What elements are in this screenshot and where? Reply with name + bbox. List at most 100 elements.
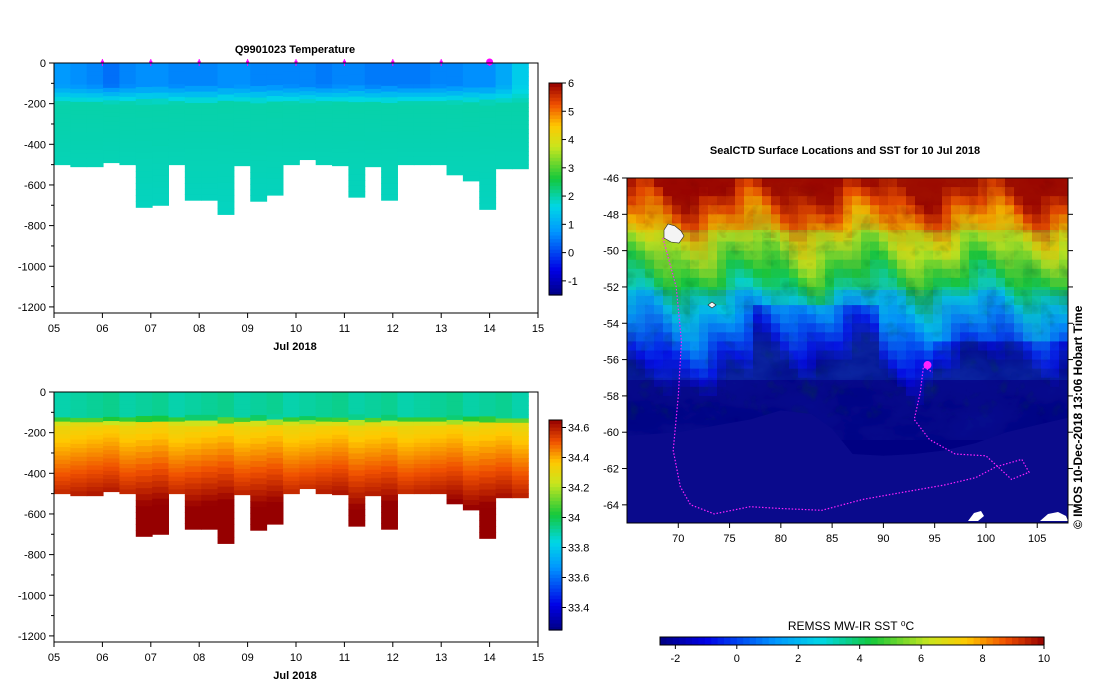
colorbar-tick-label: 34.2 xyxy=(568,483,589,495)
x-tick-label: 100 xyxy=(977,533,995,545)
salinity-cell xyxy=(397,459,415,465)
salinity-cell xyxy=(462,455,480,462)
temperature-cell xyxy=(332,71,349,77)
salinity-cell xyxy=(70,474,88,479)
temperature-cell xyxy=(201,74,219,81)
salinity-cell xyxy=(233,451,251,457)
temperature-cell xyxy=(103,63,120,68)
salinity-cell xyxy=(479,471,497,478)
salinity-cell xyxy=(184,517,202,524)
temperature-cell xyxy=(152,104,169,111)
salinity-cell xyxy=(511,431,529,437)
temperature-cell xyxy=(430,63,448,68)
salinity-cell xyxy=(397,392,415,397)
temperature-cell xyxy=(119,92,137,98)
salinity-cell xyxy=(479,452,497,460)
temperature-cell xyxy=(266,123,284,130)
temperature-cell xyxy=(54,71,71,77)
salinity-cell xyxy=(103,466,120,472)
salinity-cell xyxy=(152,492,169,500)
temperature-cell xyxy=(70,136,88,142)
temperature-cell xyxy=(413,75,431,81)
salinity-cell xyxy=(250,449,268,456)
salinity-cell xyxy=(413,463,431,469)
temperature-cell xyxy=(184,85,202,93)
salinity-cell xyxy=(381,420,398,427)
salinity-cell xyxy=(282,468,300,473)
temperature-cell xyxy=(119,71,137,77)
salinity-cell xyxy=(430,425,448,431)
temperature-cell xyxy=(413,71,431,77)
colorbar-segment xyxy=(549,462,562,467)
colorbar-segment xyxy=(756,637,763,645)
temperature-cell xyxy=(201,183,219,190)
salinity-cell xyxy=(103,404,120,410)
colorbar-segment xyxy=(896,637,904,645)
colorbar-segment xyxy=(549,196,562,201)
temperature-cell xyxy=(495,67,513,73)
temperature-cell xyxy=(119,84,137,89)
colorbar-segment xyxy=(549,493,562,498)
temperature-cell xyxy=(233,118,251,124)
salinity-cell xyxy=(332,490,349,496)
temperature-cell xyxy=(250,103,268,110)
salinity-cell xyxy=(201,454,219,462)
salinity-cell xyxy=(479,532,497,539)
temperature-cell xyxy=(348,152,366,159)
temperature-cell xyxy=(103,96,120,101)
sst-field xyxy=(627,178,1068,523)
salinity-cell xyxy=(430,408,448,414)
colorbar-segment xyxy=(549,153,562,158)
temperature-cell xyxy=(201,125,219,133)
salinity-cell xyxy=(479,465,497,472)
salinity-cell xyxy=(119,485,137,490)
salinity-cell xyxy=(168,425,186,431)
salinity-cell xyxy=(266,491,284,498)
salinity-cell xyxy=(119,392,137,397)
salinity-cell xyxy=(495,440,513,446)
salinity-cell xyxy=(348,419,366,427)
temperature-cell xyxy=(446,63,464,69)
temperature-cell xyxy=(511,85,529,90)
temperature-cell xyxy=(495,80,513,86)
salinity-cell xyxy=(119,442,137,448)
salinity-cell xyxy=(397,438,415,444)
temperature-cell xyxy=(332,139,349,145)
temperature-cell xyxy=(315,71,333,77)
temperature-cell xyxy=(135,183,153,190)
temperature-cell xyxy=(299,63,317,68)
temperature-cell xyxy=(315,67,333,72)
temperature-cell xyxy=(397,156,415,161)
temperature-cell xyxy=(282,134,300,140)
temperature-cell xyxy=(397,71,415,77)
temperature-cell xyxy=(332,97,349,102)
temperature-cell xyxy=(381,194,398,201)
salinity-cell xyxy=(495,488,513,494)
salinity-cell xyxy=(479,520,497,527)
salinity-cell xyxy=(397,404,415,410)
salinity-cell xyxy=(135,506,153,513)
temperature-cell xyxy=(446,67,464,73)
temperature-cell xyxy=(168,75,186,81)
colorbar-segment xyxy=(549,584,562,589)
temperature-cell xyxy=(266,189,284,196)
temperature-cell xyxy=(511,71,529,77)
salinity-cell xyxy=(184,397,202,404)
colorbar-segment xyxy=(549,224,562,229)
y-tick-label: -1200 xyxy=(18,631,46,643)
temperature-cell xyxy=(168,113,186,119)
kerguelen-island xyxy=(663,223,685,244)
salinity-cell xyxy=(250,524,268,531)
salinity-cell xyxy=(495,422,513,428)
colorbar-segment xyxy=(762,637,770,645)
salinity-cell xyxy=(397,396,415,401)
salinity-cell xyxy=(462,495,480,501)
colorbar-segment xyxy=(986,637,994,645)
temperature-cell xyxy=(54,92,71,98)
y-tick-label: -48 xyxy=(603,209,619,221)
temperature-cell xyxy=(70,67,88,73)
salinity-cell xyxy=(348,514,366,522)
temperature-cell xyxy=(299,127,317,132)
salinity-cell xyxy=(299,472,317,477)
temperature-cell xyxy=(184,68,202,75)
